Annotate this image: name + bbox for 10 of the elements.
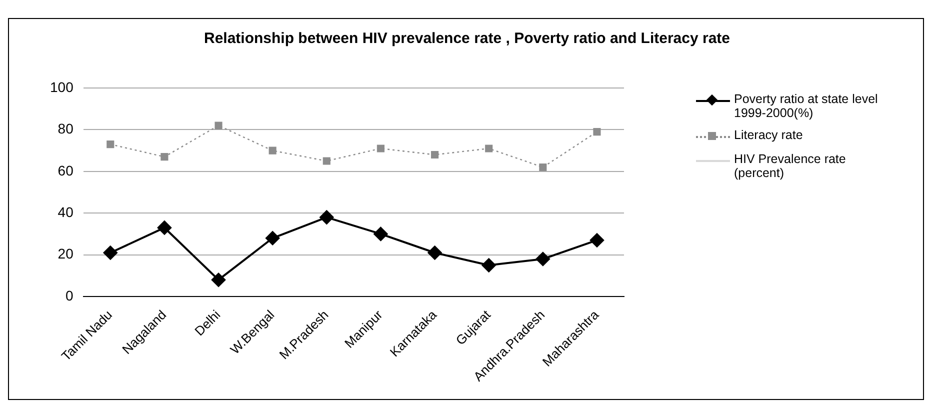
chart-title: Relationship between HIV prevalence rate , Poverty ratio and Literacy rate [202, 30, 732, 47]
y-tick-label: 40 [58, 204, 74, 220]
y-tick-label: 100 [50, 78, 74, 95]
legend-label: Literacy rate [734, 128, 803, 142]
y-tick-label: 20 [58, 246, 74, 262]
legend-label: Poverty ratio at state level 1999-2000(%) [734, 92, 879, 120]
y-tick-label: 0 [66, 287, 74, 304]
y-tick-label: 60 [58, 162, 74, 178]
legend-label: HIV Prevalence rate (percent) [734, 152, 847, 180]
y-tick-label: 80 [58, 120, 74, 137]
